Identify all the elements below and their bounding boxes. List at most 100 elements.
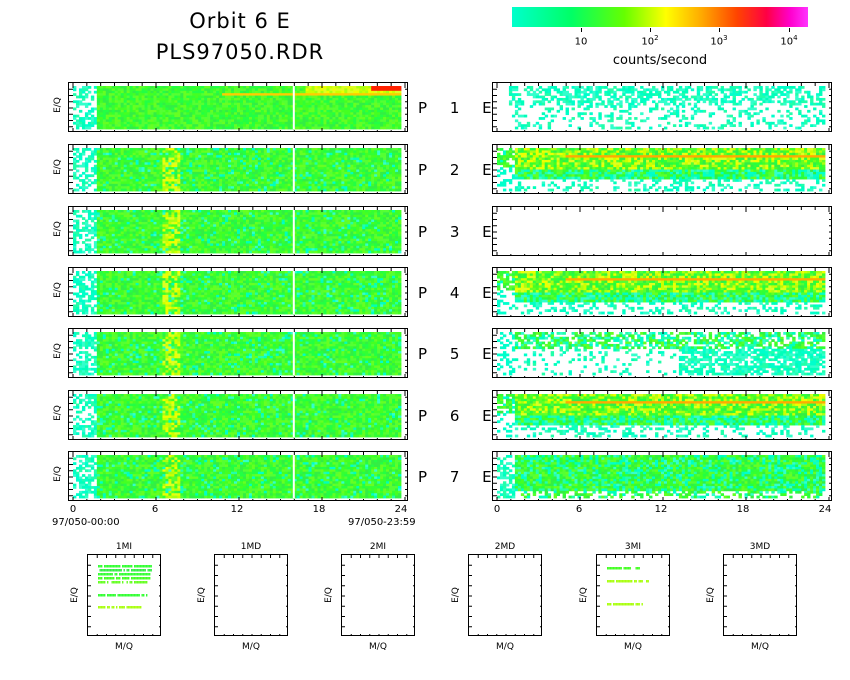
heatmap-cell [643,100,647,104]
heatmap-cell [216,107,220,111]
heatmap-cell [228,167,232,170]
heatmap-cell [502,188,507,192]
heatmap-cell [284,148,289,151]
heatmap-cell [362,112,366,116]
heatmap-cell [135,183,139,187]
heatmap-cell [248,97,253,101]
heatmap-cell [102,114,107,118]
heatmap-cell [287,186,292,190]
heatmap-cell [374,88,378,92]
heatmap-cell [228,171,232,175]
heatmap-cell [266,157,271,161]
heatmap-cell [144,150,148,154]
heatmap-cell [374,179,378,182]
heatmap-cell [517,97,522,101]
heatmap-cell [329,117,333,120]
heatmap-cell [111,179,116,182]
heatmap-cell [239,88,244,92]
heatmap-cell [126,162,131,166]
heatmap-cell [242,119,247,123]
heatmap-cell [305,117,309,120]
heatmap-cell [607,97,611,101]
heatmap-cell [287,100,292,104]
heatmap-cell [308,155,312,158]
heatmap-cell [165,117,169,120]
heatmap-cell [153,159,157,163]
heatmap-cell [213,90,217,94]
heatmap-cell [332,107,336,111]
heatmap-cell [535,167,540,170]
heatmap-cell [171,86,175,89]
heatmap-cell [177,150,181,154]
heatmap-cell [320,109,324,113]
heatmap-cell [180,188,184,192]
heatmap-cell [544,171,549,175]
heatmap-cell [129,159,134,163]
heatmap-cell [681,93,686,96]
heatmap-cell [195,95,199,99]
heatmap-cell [248,152,253,156]
heatmap-cell [126,114,131,118]
heatmap-cell [171,90,175,94]
heatmap-cell [634,100,638,104]
heatmap-cell [329,124,333,128]
heatmap-cell [114,112,119,116]
heatmap-cell [183,93,187,96]
heatmap-cell [198,150,202,154]
heatmap-cell [281,164,286,168]
heatmap-cell [189,121,193,125]
heatmap-cell [225,86,229,89]
heatmap-cell [99,114,104,118]
heatmap-cell [601,102,605,106]
heatmap-cell [135,112,139,116]
heatmap-cell [317,107,321,111]
heatmap-cell [207,126,211,130]
heatmap-cell [783,102,787,106]
heatmap-cell [640,95,644,99]
heatmap-cell [335,159,339,163]
heatmap-cell [177,107,181,111]
heatmap-cell [213,176,217,180]
heatmap-cell [114,97,119,101]
heatmap-cell [239,188,244,192]
heatmap-cell [165,159,169,163]
heatmap-cell [362,150,366,154]
heatmap-cell [386,157,390,161]
heatmap-cell [78,174,83,178]
heatmap-cell [162,86,166,89]
heatmap-cell [266,112,271,116]
heatmap-cell [266,188,271,192]
heatmap-cell [129,148,134,151]
heatmap-cell [738,90,742,94]
heatmap-cell [225,109,229,113]
heatmap-cell [263,90,268,94]
heatmap-cell [532,171,537,175]
heatmap-cell [147,117,151,120]
heatmap-cell [165,88,169,92]
heatmap-cell [502,164,507,168]
heatmap-cell [257,179,262,182]
heatmap-cell [198,90,202,94]
heatmap-cell [231,167,235,170]
heatmap-cell [210,93,214,96]
heatmap-cell [290,183,295,187]
heatmap-cell [159,88,163,92]
heatmap-cell [389,155,393,158]
heatmap-cell [105,152,110,156]
heatmap-cell [165,124,169,128]
heatmap-cell [90,121,95,125]
heatmap-cell [341,174,345,178]
heatmap-cell [126,169,131,173]
heatmap-cell [114,157,119,161]
heatmap-cell [266,107,271,111]
heatmap-cell [231,150,235,154]
heatmap-cell [90,124,95,128]
heatmap-cell [374,157,378,161]
heatmap-cell [359,105,363,108]
heatmap-cell [281,105,286,108]
heatmap-cell [222,97,226,101]
heatmap-cell [538,155,543,158]
heatmap-cell [302,117,306,120]
heatmap-cell [296,167,301,170]
heatmap-cell [222,121,226,125]
